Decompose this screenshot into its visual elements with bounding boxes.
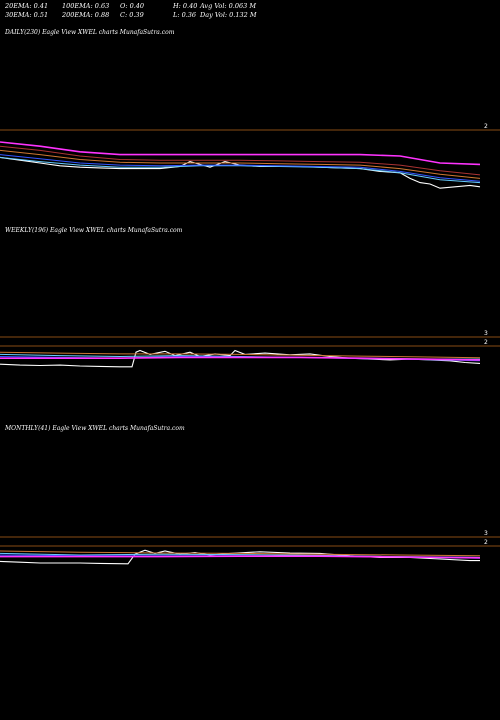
daily-ema_orange-line xyxy=(0,149,481,179)
close-stat: C: 0.39 xyxy=(120,11,144,19)
ema30-stat: 30EMA: 0.51 xyxy=(5,11,49,19)
daily-ema_red-line xyxy=(0,145,481,176)
ema100-stat: 100EMA: 0.63 xyxy=(62,2,110,10)
weekly-tick-label-2: 2 xyxy=(484,339,488,346)
weekly-ema_orange-line xyxy=(0,351,481,359)
high-stat: H: 0.40 xyxy=(173,2,198,10)
low-stat: L: 0.36 xyxy=(173,11,197,19)
ema20-stat: 20EMA: 0.41 xyxy=(5,2,49,10)
avg-vol-stat: Avg Vol: 0.063 M xyxy=(200,2,257,10)
daily-tick-label-2: 2 xyxy=(484,123,488,130)
daily-ema20-line xyxy=(0,156,481,184)
daily-ema_magenta-line xyxy=(0,141,481,166)
weekly-tick-label-3: 3 xyxy=(484,330,488,337)
day-vol-stat: Day Vol: 0.132 M xyxy=(200,11,257,19)
daily-panel-label: DAILY(230) Eagle View XWEL charts Munafa… xyxy=(5,29,175,36)
monthly-tick-label-3: 3 xyxy=(484,530,488,537)
monthly-panel-label: MONTHLY(41) Eagle View XWEL charts Munaf… xyxy=(5,425,185,432)
monthly-ema_magenta-line xyxy=(0,555,481,559)
daily-ema30-line xyxy=(0,154,481,182)
weekly-ema_magenta-line xyxy=(0,356,481,361)
monthly-ema_orange-line xyxy=(0,550,481,557)
ema200-stat: 200EMA: 0.88 xyxy=(62,11,110,19)
weekly-panel-label: WEEKLY(196) Eagle View XWEL charts Munaf… xyxy=(5,227,183,234)
monthly-tick-label-2: 2 xyxy=(484,539,488,546)
open-stat: O: 0.40 xyxy=(120,2,145,10)
